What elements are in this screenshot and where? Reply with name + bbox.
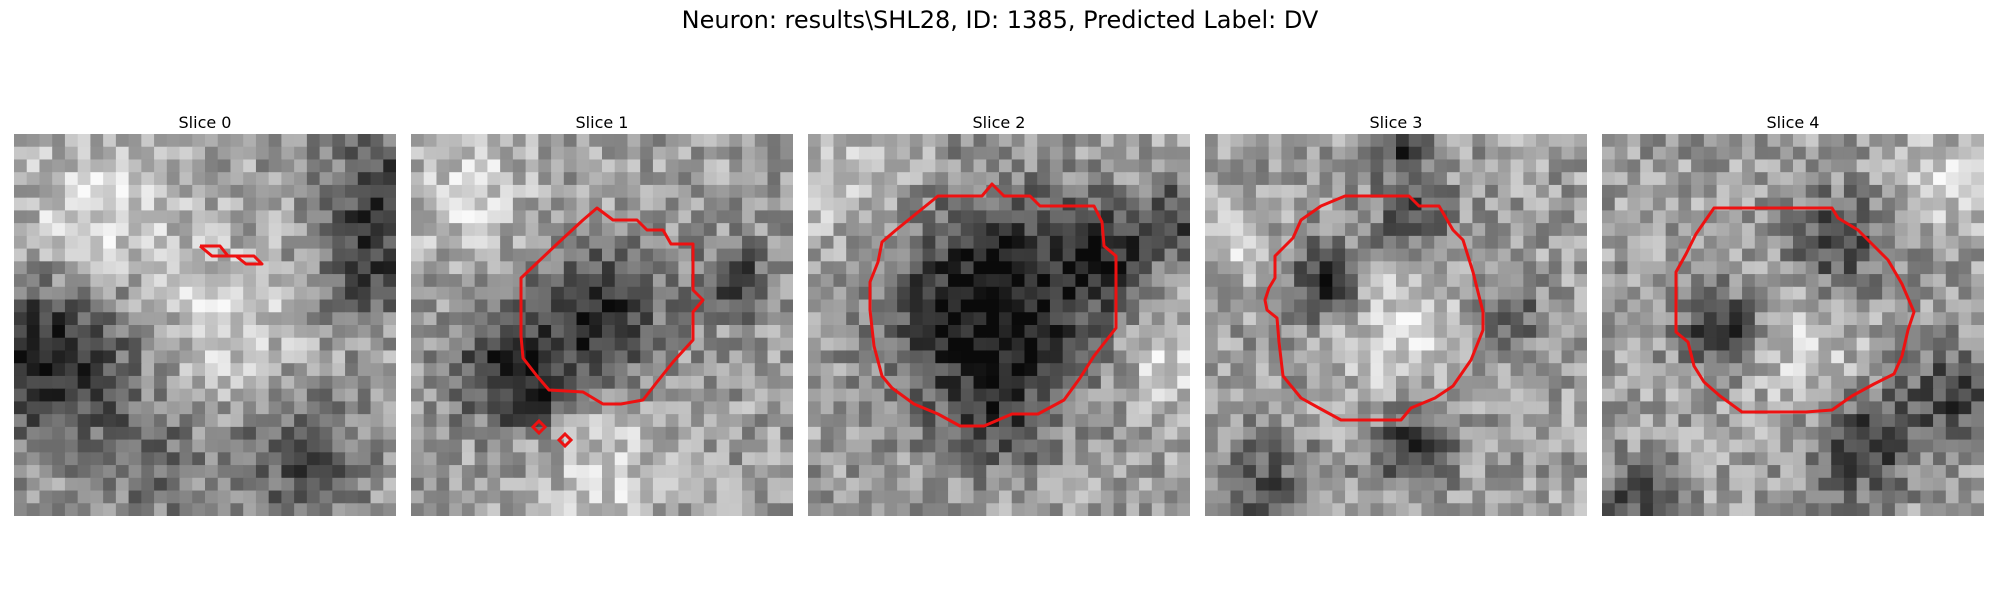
- segmentation-contour: [868, 182, 1118, 428]
- slice-title: Slice 3: [1369, 113, 1423, 132]
- slice-panel-3: Slice 3: [1205, 112, 1587, 516]
- slice-panel-4: Slice 4: [1602, 112, 1984, 516]
- segmentation-contour: [1263, 194, 1485, 422]
- slice-image-1: [411, 134, 793, 516]
- segmentation-contour: [519, 206, 705, 406]
- slice-title: Slice 4: [1766, 113, 1820, 132]
- segmentation-contour: [199, 244, 264, 266]
- slice-image-4: [1602, 134, 1984, 516]
- segmentation-contour: [1674, 206, 1916, 414]
- slice-title: Slice 0: [178, 113, 232, 132]
- slice-title: Slice 1: [575, 113, 629, 132]
- slice-image-0: [14, 134, 396, 516]
- slice-panel-0: Slice 0: [14, 112, 396, 516]
- slice-image-3: [1205, 134, 1587, 516]
- segmentation-contour-fragment: [530, 418, 548, 436]
- figure-title: Neuron: results\SHL28, ID: 1385, Predict…: [681, 6, 1319, 34]
- slice-panel-1: Slice 1: [411, 112, 793, 516]
- slice-panel-2: Slice 2: [808, 112, 1190, 516]
- slice-title: Slice 2: [972, 113, 1026, 132]
- segmentation-contour-fragment: [556, 431, 574, 449]
- slice-image-2: [808, 134, 1190, 516]
